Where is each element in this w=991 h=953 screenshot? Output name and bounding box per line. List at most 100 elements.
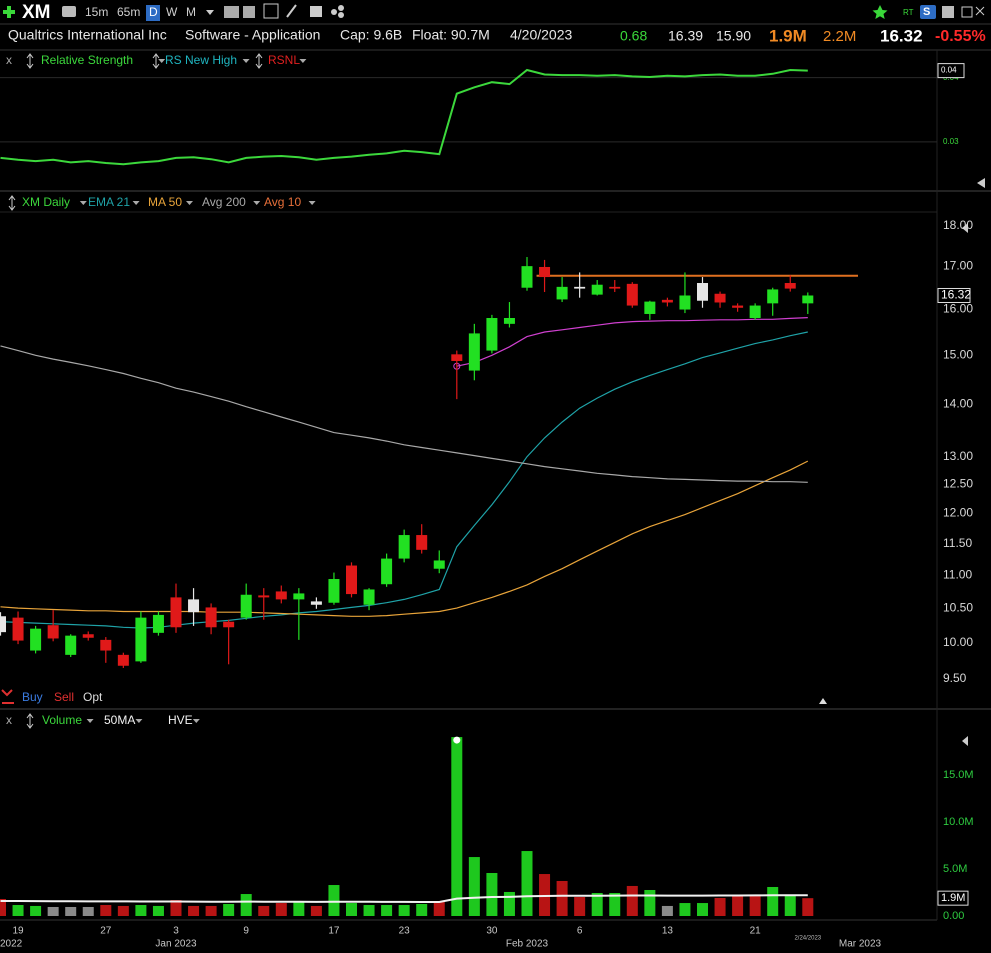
legend-dropdown[interactable]	[308, 201, 316, 205]
legend-dropdown[interactable]	[135, 719, 143, 723]
volume-bar	[521, 851, 533, 916]
month-label: 2022	[0, 939, 23, 950]
volume-bar	[310, 905, 322, 916]
interval[interactable]: W	[166, 5, 178, 19]
icon[interactable]	[338, 5, 344, 11]
legend-dropdown[interactable]	[192, 719, 200, 723]
candle-body	[310, 601, 322, 605]
interval[interactable]: 65m	[117, 5, 140, 19]
candle-body	[767, 289, 779, 304]
volume-bar	[188, 905, 200, 916]
close-icon[interactable]	[975, 6, 985, 16]
volume-bar	[117, 905, 129, 916]
candle-body	[240, 594, 252, 618]
legend-dropdown[interactable]	[132, 201, 140, 205]
collapse-arrow[interactable]	[962, 736, 968, 746]
legend-dropdown[interactable]	[186, 201, 193, 205]
trade-icon[interactable]	[1, 689, 14, 704]
icon[interactable]	[338, 12, 344, 18]
icon[interactable]	[331, 9, 337, 15]
icon[interactable]	[243, 6, 255, 18]
legend-arrows	[152, 53, 160, 69]
dropdown[interactable]	[206, 10, 214, 15]
last-price: 16.32	[880, 26, 923, 45]
scroll-marker[interactable]	[819, 698, 827, 704]
volume-bar	[170, 900, 182, 916]
option-button[interactable]: Opt	[83, 690, 103, 704]
y-tick-label: 5.0M	[943, 863, 967, 875]
toolbar: XM 15m 65m D W M RT S	[3, 2, 985, 23]
legend-dropdown[interactable]	[253, 201, 261, 205]
volume-bar	[30, 905, 42, 916]
y-tick-label: 18.00	[943, 218, 973, 232]
icon[interactable]	[310, 6, 322, 17]
legend-dropdown[interactable]	[242, 59, 250, 63]
float: Float: 90.7M	[412, 27, 490, 43]
feed[interactable]: RT	[903, 8, 914, 17]
legend-dropdown[interactable]	[86, 719, 94, 723]
last-value-box	[937, 287, 971, 303]
date: 4/20/2023	[510, 27, 572, 43]
interval[interactable]: 15m	[85, 5, 108, 19]
candle-body	[275, 591, 287, 600]
candle-body	[521, 266, 533, 288]
volume-average	[0, 894, 808, 903]
add-icon[interactable]	[3, 6, 15, 18]
legend-entry: Avg 10	[264, 195, 301, 209]
y-tick-label: 16.00	[943, 302, 973, 316]
icon[interactable]	[263, 3, 279, 19]
y-tick-label: 15.0M	[943, 769, 974, 781]
close-panel[interactable]: x	[6, 713, 12, 727]
candle-body	[398, 535, 410, 559]
candle-body	[468, 333, 480, 371]
y-tick-label: 10.00	[943, 635, 973, 649]
y-tick-label: 12.50	[943, 477, 973, 491]
month-label: Jan 2023	[155, 939, 197, 950]
window-icon[interactable]	[942, 6, 954, 18]
company: Qualtrics International Inc	[8, 27, 167, 43]
candle-body	[433, 560, 445, 569]
collapse-arrow[interactable]	[962, 223, 968, 233]
legend-dropdown[interactable]	[299, 59, 307, 63]
candle-body	[100, 639, 112, 651]
legend-dropdown[interactable]	[79, 201, 87, 205]
candle-body	[749, 305, 761, 318]
volume-bar	[205, 905, 217, 916]
volume-bar	[381, 905, 393, 916]
volume-bar	[574, 897, 586, 916]
buy-button[interactable]: Buy	[22, 690, 43, 704]
collapse-arrow[interactable]	[977, 178, 985, 188]
y-tick-label: 10.50	[943, 600, 973, 614]
volume-bar	[626, 885, 638, 916]
volume-bar	[398, 905, 410, 916]
legend-entry: XM Daily	[22, 195, 70, 209]
badge-text: S	[923, 6, 930, 18]
icon[interactable]	[224, 6, 239, 18]
y-tick-label: 14.00	[943, 396, 973, 410]
candle-body	[503, 317, 515, 324]
sell-button[interactable]: Sell	[54, 690, 74, 704]
volume-bar	[468, 857, 480, 916]
month-label: Feb 2023	[506, 939, 549, 950]
window-icon[interactable]	[961, 6, 973, 18]
legend-dropdown[interactable]	[158, 59, 166, 63]
candle-body	[556, 286, 568, 300]
legend-arrows	[255, 53, 263, 69]
icon[interactable]	[62, 6, 76, 17]
volume-bar	[767, 886, 779, 916]
pct-change: -0.55%	[935, 28, 986, 45]
icon[interactable]	[286, 4, 297, 18]
x-tick-label: 13	[662, 926, 674, 937]
volume-bar	[275, 903, 287, 916]
x-tick-label: 17	[328, 926, 340, 937]
volume-bar	[802, 898, 814, 916]
badge[interactable]	[920, 5, 936, 19]
interval[interactable]: D	[149, 5, 158, 19]
symbol[interactable]: XM	[22, 2, 51, 23]
interval[interactable]: M	[186, 5, 196, 19]
star[interactable]	[872, 5, 888, 19]
close-panel[interactable]: x	[6, 53, 12, 67]
candle-body	[82, 634, 94, 638]
legend-entry: RSNL	[268, 53, 300, 67]
